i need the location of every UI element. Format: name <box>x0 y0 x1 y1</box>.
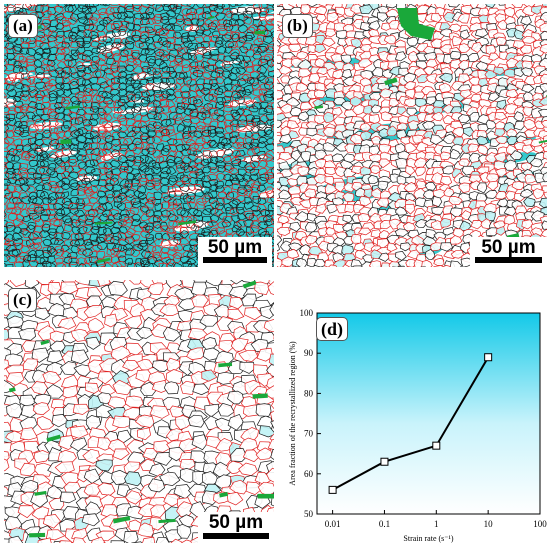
ebsd-map-c: (c) 50 µm <box>4 280 274 543</box>
x-axis-label: Strain rate (s⁻¹) <box>403 534 453 543</box>
data-point <box>432 441 441 450</box>
x-tick-label: 1 <box>434 519 439 529</box>
x-tick-label: 10 <box>484 519 494 529</box>
y-tick-label: 100 <box>300 308 314 318</box>
x-tick-label: 100 <box>533 519 547 529</box>
panel-label-a: (a) <box>8 14 38 38</box>
y-tick-label: 70 <box>304 429 314 439</box>
panel-label-c: (c) <box>8 288 37 312</box>
scale-bar-label-b: 50 µm <box>481 237 536 258</box>
scale-bar-line-a <box>203 257 267 263</box>
scale-bar-line-c <box>203 533 269 539</box>
panel-label-b: (b) <box>282 14 313 38</box>
data-point <box>484 353 493 362</box>
series-line <box>332 356 490 491</box>
x-tick-label: 0.01 <box>325 519 341 529</box>
ebsd-image-c <box>4 280 274 543</box>
chart-panel-d: 50 60 70 80 90 100 0.01 0.1 1 10 100 Strain rate (… <box>275 285 550 547</box>
ebsd-image-a <box>4 4 274 267</box>
x-tick-label: 0.1 <box>379 519 390 529</box>
ebsd-map-a: (a) 50 µm <box>4 4 274 267</box>
y-tick-label: 50 <box>304 509 314 519</box>
scale-bar-c: 50 µm <box>198 512 274 543</box>
scale-bar-label-a: 50 µm <box>207 237 263 258</box>
panel-label-d: (d) <box>316 317 348 341</box>
ebsd-map-b: (b) 50 µm <box>277 4 547 267</box>
y-tick-label: 80 <box>304 388 314 398</box>
scale-bar-b: 50 µm <box>470 237 547 267</box>
y-axis-label: Area fraction of the recrystallized regi… <box>288 341 297 486</box>
scale-bar-a: 50 µm <box>198 237 272 267</box>
ebsd-image-b <box>277 4 547 267</box>
y-tick-label: 60 <box>304 469 314 479</box>
scale-bar-line-b <box>475 257 542 263</box>
scale-bar-label-c: 50 µm <box>208 512 264 533</box>
plot-area <box>316 312 541 515</box>
data-point <box>328 485 337 494</box>
recrystallization-chart: 50 60 70 80 90 100 0.01 0.1 1 10 100 Strain rate (… <box>288 308 547 543</box>
y-tick-label: 90 <box>304 348 314 358</box>
data-point <box>380 457 389 466</box>
